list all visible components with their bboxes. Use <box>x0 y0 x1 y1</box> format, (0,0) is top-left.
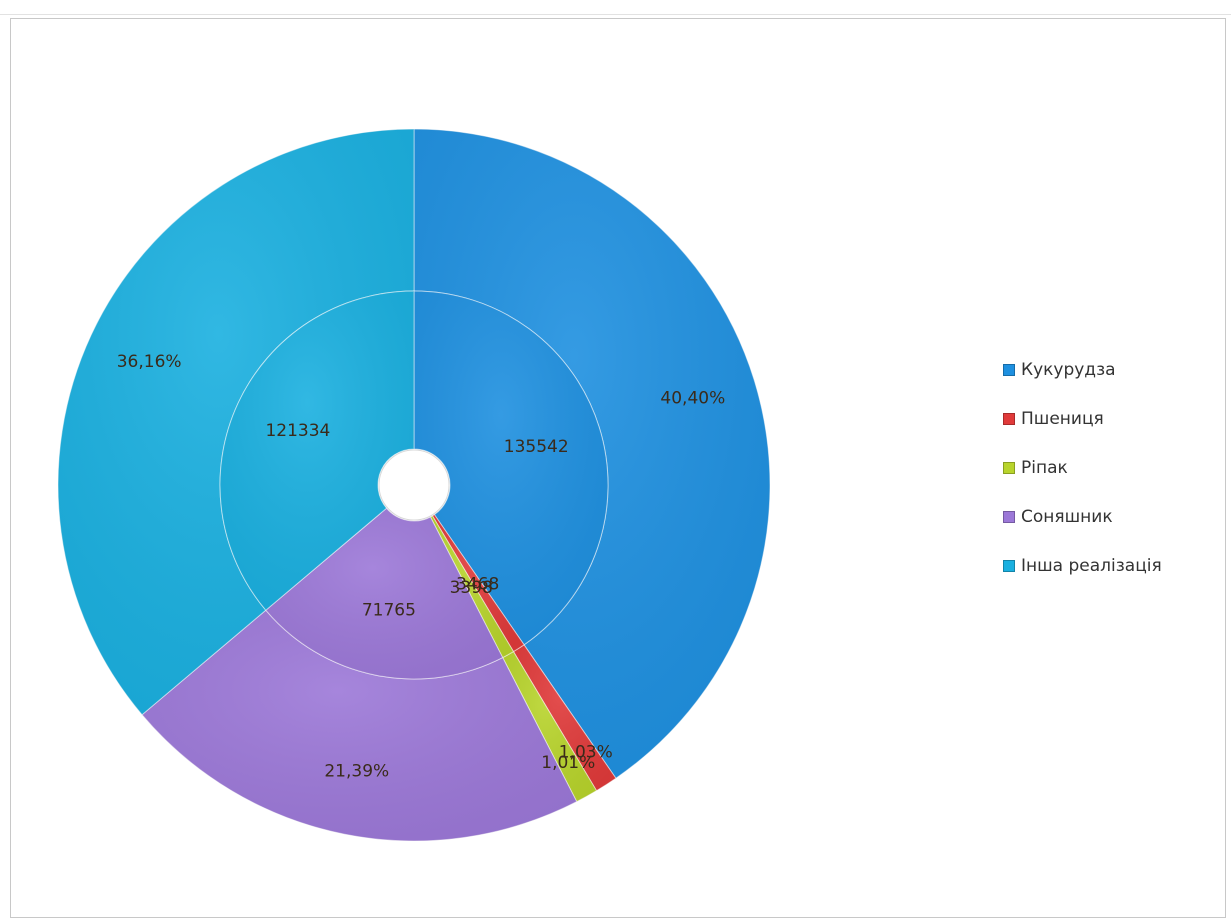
outer-label-wheat: 1,03% <box>559 743 613 763</box>
legend-label-wheat: Пшениця <box>1021 408 1104 429</box>
legend-label-rapeseed: Ріпак <box>1021 457 1068 478</box>
legend-item-rapeseed: Ріпак <box>1003 456 1218 479</box>
clipped-title-strip <box>0 0 1231 15</box>
legend-label-other-sales: Інша реалізація <box>1021 555 1162 576</box>
inner-label-other-sales: 121334 <box>265 421 330 441</box>
outer-label-corn: 40,40% <box>660 388 725 408</box>
outer-label-other-sales: 36,16% <box>117 352 182 372</box>
inner-label-rapeseed: 3398 <box>450 578 493 598</box>
legend-label-sunflower: Соняшник <box>1021 506 1113 527</box>
doughnut-hole <box>378 449 450 521</box>
legend: Кукурудза Пшениця Ріпак Соняшник Інша ре… <box>1003 358 1218 603</box>
legend-item-wheat: Пшениця <box>1003 407 1218 430</box>
legend-swatch-sunflower <box>1003 510 1015 523</box>
legend-item-corn: Кукурудза <box>1003 358 1218 381</box>
legend-swatch-wheat <box>1003 412 1015 425</box>
legend-swatch-other-sales <box>1003 559 1015 572</box>
outer-label-sunflower: 21,39% <box>324 761 389 781</box>
inner-label-wheat: 3468 <box>456 574 499 594</box>
outer-label-rapeseed: 1,01% <box>541 753 595 773</box>
legend-item-sunflower: Соняшник <box>1003 505 1218 528</box>
legend-swatch-rapeseed <box>1003 461 1015 474</box>
legend-item-other-sales: Інша реалізація <box>1003 554 1218 577</box>
legend-label-corn: Кукурудза <box>1021 359 1116 380</box>
inner-label-corn: 135542 <box>504 437 569 457</box>
inner-label-sunflower: 71765 <box>362 601 416 621</box>
legend-swatch-corn <box>1003 363 1015 376</box>
